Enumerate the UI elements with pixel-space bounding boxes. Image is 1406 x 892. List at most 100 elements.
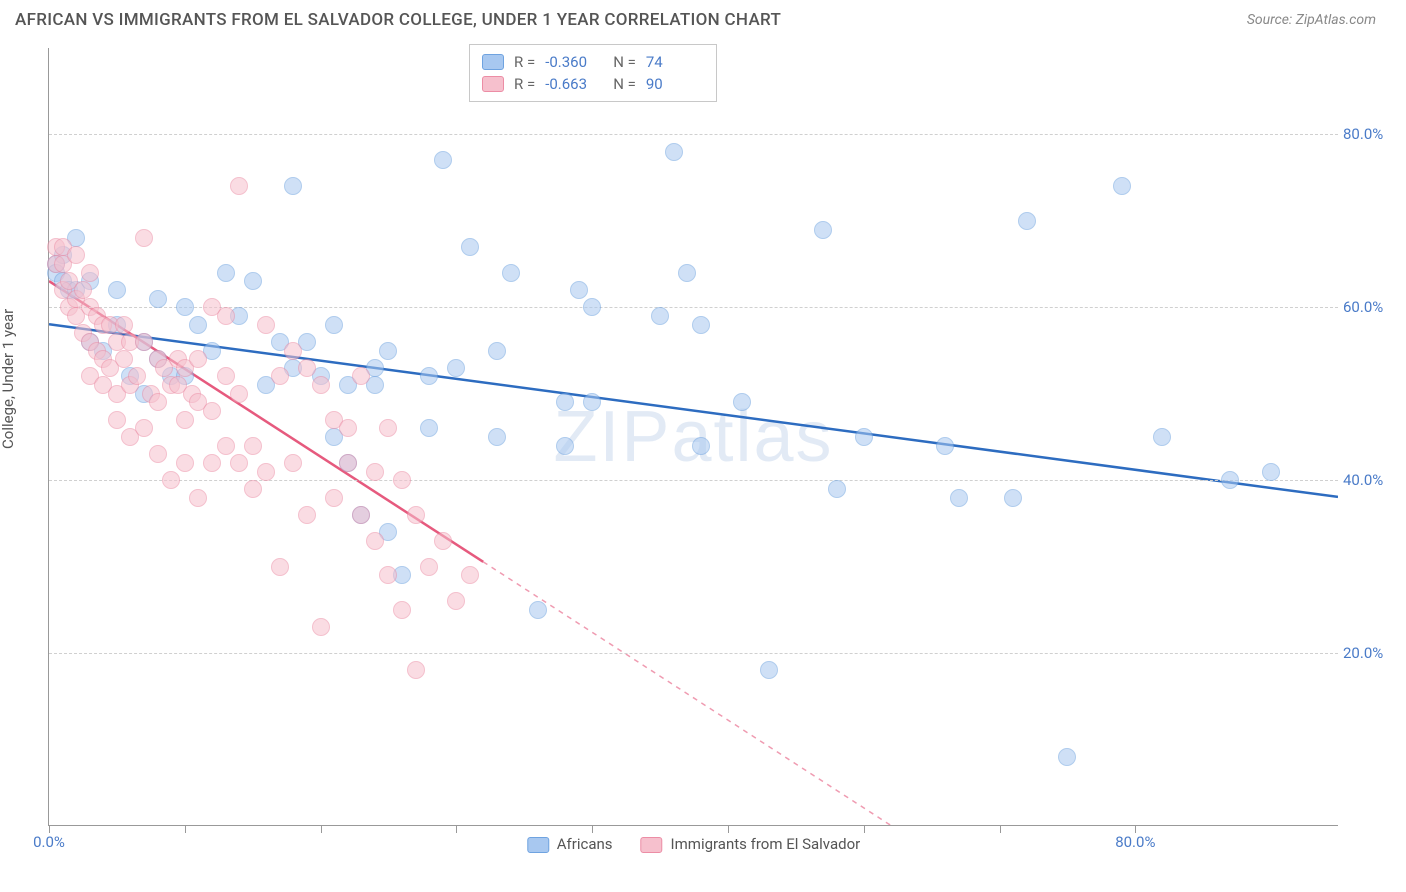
data-point	[692, 437, 710, 455]
data-point	[203, 402, 221, 420]
gridline	[49, 653, 1338, 654]
data-point	[678, 264, 696, 282]
data-point	[855, 428, 873, 446]
n-label: N =	[613, 75, 636, 93]
data-point	[189, 316, 207, 334]
data-point	[176, 454, 194, 472]
data-point	[115, 316, 133, 334]
data-point	[434, 532, 452, 550]
data-point	[420, 367, 438, 385]
legend-label-elsalvador: Immigrants from El Salvador	[671, 835, 861, 853]
data-point	[447, 359, 465, 377]
data-point	[284, 177, 302, 195]
data-point	[325, 316, 343, 334]
data-point	[257, 316, 275, 334]
data-point	[312, 618, 330, 636]
y-tick-label: 60.0%	[1343, 298, 1398, 316]
data-point	[760, 661, 778, 679]
data-point	[583, 298, 601, 316]
x-tick	[1000, 825, 1001, 833]
data-point	[733, 393, 751, 411]
data-point	[244, 272, 262, 290]
data-point	[814, 221, 832, 239]
x-tick	[49, 825, 50, 833]
data-point	[203, 454, 221, 472]
data-point	[665, 143, 683, 161]
data-point	[217, 367, 235, 385]
data-point	[529, 601, 547, 619]
data-point	[108, 281, 126, 299]
data-point	[339, 419, 357, 437]
r-value-africans: -0.360	[545, 53, 603, 71]
data-point	[67, 246, 85, 264]
series-legend: Africans Immigrants from El Salvador	[527, 835, 860, 853]
data-point	[108, 411, 126, 429]
swatch-africans	[527, 837, 549, 853]
chart-title: AFRICAN VS IMMIGRANTS FROM EL SALVADOR C…	[15, 10, 781, 30]
data-point	[217, 264, 235, 282]
x-tick	[321, 825, 322, 833]
data-point	[230, 385, 248, 403]
y-tick-label: 40.0%	[1343, 471, 1398, 489]
data-point	[379, 566, 397, 584]
data-point	[149, 393, 167, 411]
n-value-elsalvador: 90	[646, 75, 704, 93]
x-tick	[185, 825, 186, 833]
legend-item-elsalvador: Immigrants from El Salvador	[641, 835, 861, 853]
data-point	[135, 229, 153, 247]
data-point	[115, 350, 133, 368]
data-point	[583, 393, 601, 411]
r-label: R =	[514, 53, 535, 71]
source-attribution: Source: ZipAtlas.com	[1247, 12, 1376, 28]
legend-row-africans: R = -0.360 N = 74	[482, 51, 704, 73]
legend-label-africans: Africans	[557, 835, 613, 853]
data-point	[162, 471, 180, 489]
data-point	[284, 454, 302, 472]
data-point	[1262, 463, 1280, 481]
data-point	[502, 264, 520, 282]
y-tick-label: 20.0%	[1343, 644, 1398, 662]
data-point	[379, 419, 397, 437]
swatch-elsalvador	[641, 837, 663, 853]
legend-item-africans: Africans	[527, 835, 613, 853]
data-point	[298, 359, 316, 377]
data-point	[1018, 212, 1036, 230]
data-point	[244, 480, 262, 498]
data-point	[393, 601, 411, 619]
y-axis-label: College, Under 1 year	[0, 309, 17, 449]
data-point	[325, 489, 343, 507]
x-tick	[456, 825, 457, 833]
data-point	[1153, 428, 1171, 446]
watermark-part2: atlas	[671, 397, 833, 477]
data-point	[298, 506, 316, 524]
correlation-legend: R = -0.360 N = 74 R = -0.663 N = 90	[469, 44, 717, 102]
data-point	[352, 367, 370, 385]
data-point	[189, 350, 207, 368]
r-value-elsalvador: -0.663	[545, 75, 603, 93]
data-point	[149, 290, 167, 308]
data-point	[570, 281, 588, 299]
data-point	[461, 566, 479, 584]
data-point	[407, 506, 425, 524]
gridline	[49, 480, 1338, 481]
data-point	[135, 333, 153, 351]
data-point	[1058, 748, 1076, 766]
data-point	[81, 264, 99, 282]
data-point	[257, 463, 275, 481]
data-point	[379, 342, 397, 360]
data-point	[128, 367, 146, 385]
data-point	[407, 661, 425, 679]
data-point	[135, 419, 153, 437]
chart-header: AFRICAN VS IMMIGRANTS FROM EL SALVADOR C…	[0, 0, 1406, 40]
data-point	[461, 238, 479, 256]
data-point	[217, 437, 235, 455]
data-point	[488, 342, 506, 360]
data-point	[434, 151, 452, 169]
data-point	[828, 480, 846, 498]
data-point	[74, 281, 92, 299]
swatch-elsalvador	[482, 76, 504, 92]
scatter-chart: ZIPatlas R = -0.360 N = 74 R = -0.663 N …	[48, 48, 1338, 826]
data-point	[488, 428, 506, 446]
x-tick	[728, 825, 729, 833]
data-point	[230, 454, 248, 472]
